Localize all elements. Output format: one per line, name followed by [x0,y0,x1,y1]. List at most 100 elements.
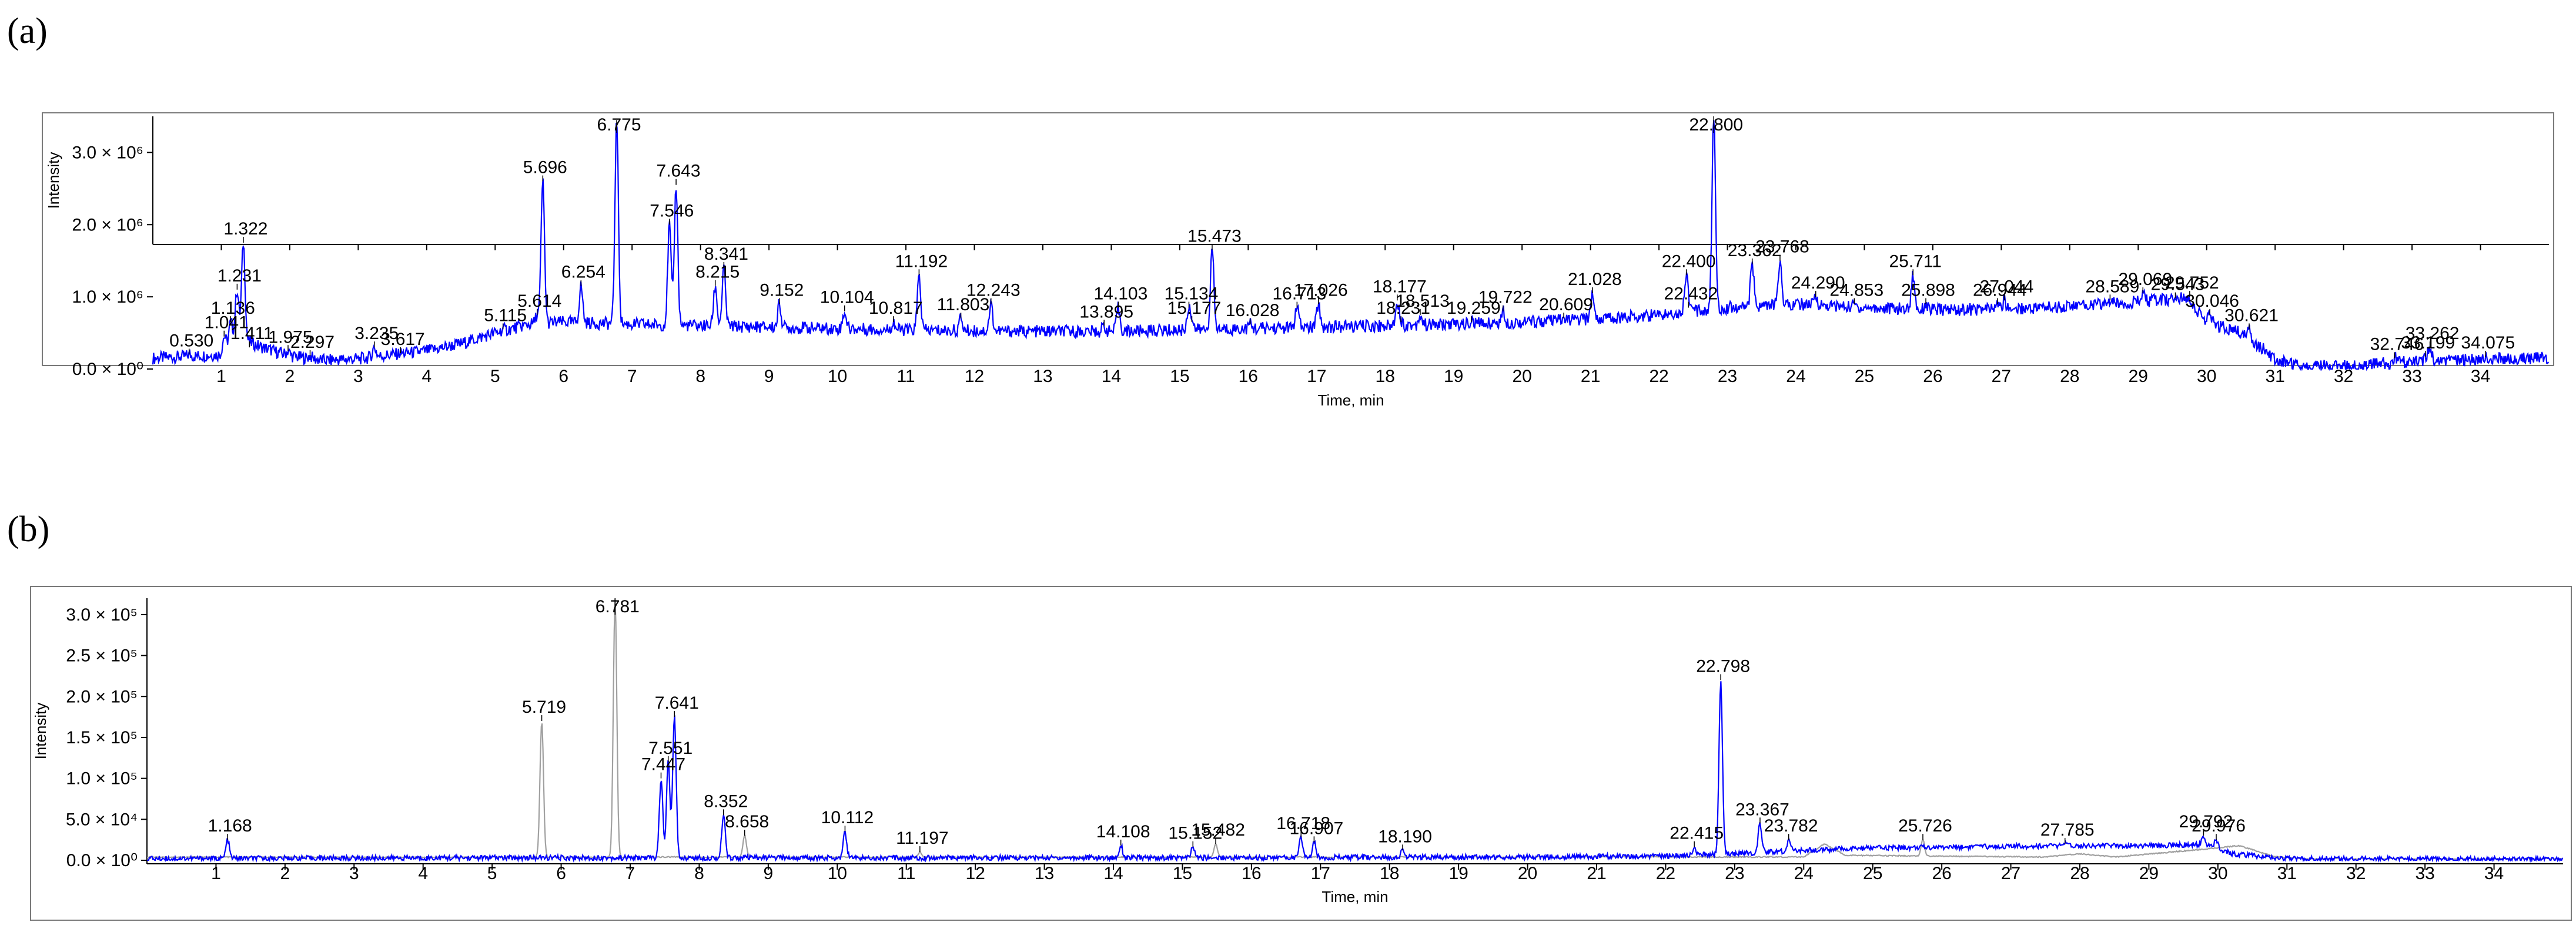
x-tick-label: 34 [2484,864,2504,883]
svg-text:16.028: 16.028 [1226,301,1280,320]
x-tick-label: 5 [490,367,500,386]
svg-text:18.231: 18.231 [1376,299,1430,318]
peak-label: 18.177 [1373,277,1427,301]
svg-text:14.103: 14.103 [1094,284,1148,304]
peak-label: 29.069 [2118,270,2172,293]
svg-text:26.944: 26.944 [1973,280,2027,300]
peak-label: 18.190 [1378,827,1432,851]
peak-label: 18.231 [1376,299,1430,323]
x-tick-label: 13 [1033,367,1052,386]
peak-label: 6.781 [596,597,640,616]
x-tick-label: 33 [2402,367,2421,386]
svg-text:25.898: 25.898 [1901,280,1955,300]
svg-text:25.711: 25.711 [1889,251,1942,271]
peak-label: 3.235 [354,324,399,348]
x-tick-label: 6 [556,864,566,883]
peak-label: 17.026 [1294,280,1348,304]
peak-label: 15.152 [1168,824,1222,847]
x-tick-label: 33 [2415,864,2434,883]
x-tick-label: 29 [2129,367,2148,386]
svg-text:18.177: 18.177 [1373,277,1427,296]
x-tick-label: 2 [280,864,290,883]
peak-label: 14.103 [1094,284,1148,308]
svg-text:22.798: 22.798 [1696,656,1750,676]
x-tick-label: 23 [1718,367,1737,386]
peak-label: 23.768 [1755,237,1809,261]
svg-text:27.044: 27.044 [1980,277,2034,296]
svg-text:5.719: 5.719 [522,698,566,717]
svg-text:23.367: 23.367 [1735,800,1789,819]
peak-label: 24.853 [1829,280,1884,304]
svg-text:23.782: 23.782 [1764,816,1818,836]
peak-label: 25.711 [1889,251,1942,276]
svg-text:11.803: 11.803 [937,295,990,314]
peak-label: 29.976 [2192,816,2246,840]
svg-text:2.297: 2.297 [290,333,334,352]
x-tick-label: 25 [1863,864,1882,883]
svg-text:23.362: 23.362 [1728,241,1782,260]
x-tick-label: 10 [828,367,847,386]
peak-label: 22.800 [1689,115,1743,135]
x-tick-label: 16 [1242,864,1261,883]
svg-text:7.447: 7.447 [641,755,685,774]
svg-text:16.718: 16.718 [1276,814,1330,833]
peak-label: 27.785 [2040,820,2095,844]
x-tick-label: 34 [2471,367,2490,386]
peak-label: 7.641 [655,693,699,717]
peak-label: 30.046 [2185,291,2239,315]
y-tick-label: 1.0 × 10⁶ [72,287,143,307]
x-tick-label: 5 [487,864,497,883]
svg-text:29.069: 29.069 [2118,270,2172,289]
peak-label: 18.513 [1396,291,1450,315]
svg-text:5.115: 5.115 [484,306,527,325]
x-tick-label: 31 [2277,864,2297,883]
peak-label: 8.215 [695,263,740,286]
peak-label: 1.975 [268,327,313,351]
x-tick-label: 28 [2070,864,2089,883]
svg-text:33.262: 33.262 [2406,324,2460,343]
peak-label: 7.643 [657,162,701,185]
svg-text:19.259: 19.259 [1447,299,1501,318]
svg-text:11.197: 11.197 [896,829,949,848]
svg-text:33.199: 33.199 [2401,333,2455,353]
peak-label: 25.726 [1898,816,1952,840]
x-tick-label: 8 [694,864,704,883]
x-tick-label: 9 [764,864,774,883]
peak-label: 33.199 [2401,333,2455,357]
svg-text:32.746: 32.746 [2370,335,2424,354]
x-tick-label: 18 [1376,367,1395,386]
x-tick-label: 7 [627,367,637,386]
peak-label: 1.041 [205,313,249,337]
peak-label: 29.543 [2151,275,2204,299]
svg-text:12.243: 12.243 [966,280,1021,300]
peak-label: 20.609 [1539,295,1593,318]
x-tick-label: 11 [897,864,915,883]
x-tick-label: 3 [349,864,359,883]
peak-label: 16.718 [1276,814,1330,837]
svg-text:22.800: 22.800 [1689,115,1743,135]
peak-label: 16.713 [1272,284,1326,308]
peak-label: 14.108 [1096,822,1150,846]
peak-label: 11.192 [895,251,948,276]
svg-text:6.775: 6.775 [597,115,641,135]
x-tick-label: 28 [2060,367,2079,386]
svg-text:10.104: 10.104 [820,288,874,307]
svg-text:30.046: 30.046 [2185,291,2239,311]
trace-main [147,681,2564,863]
peak-label: 29.792 [2179,812,2233,836]
svg-text:22.400: 22.400 [1662,251,1716,271]
peak-label: 0.530 [169,331,213,355]
peak-label: 12.243 [966,280,1021,304]
x-tick-label: 14 [1102,367,1121,386]
peak-label: 10.112 [821,808,874,832]
peak-label: 13.895 [1079,302,1133,326]
y-tick-label: 0.0 × 10⁰ [66,851,138,870]
svg-text:22.432: 22.432 [1664,284,1718,304]
peak-label: 34.075 [2461,333,2515,357]
peak-label: 1.411 [230,324,273,348]
peak-label: 32.746 [2370,335,2424,358]
x-tick-label: 32 [2346,864,2366,883]
x-tick-label: 16 [1239,367,1258,386]
peak-label: 7.447 [641,755,685,779]
peak-label: 15.134 [1165,284,1218,308]
